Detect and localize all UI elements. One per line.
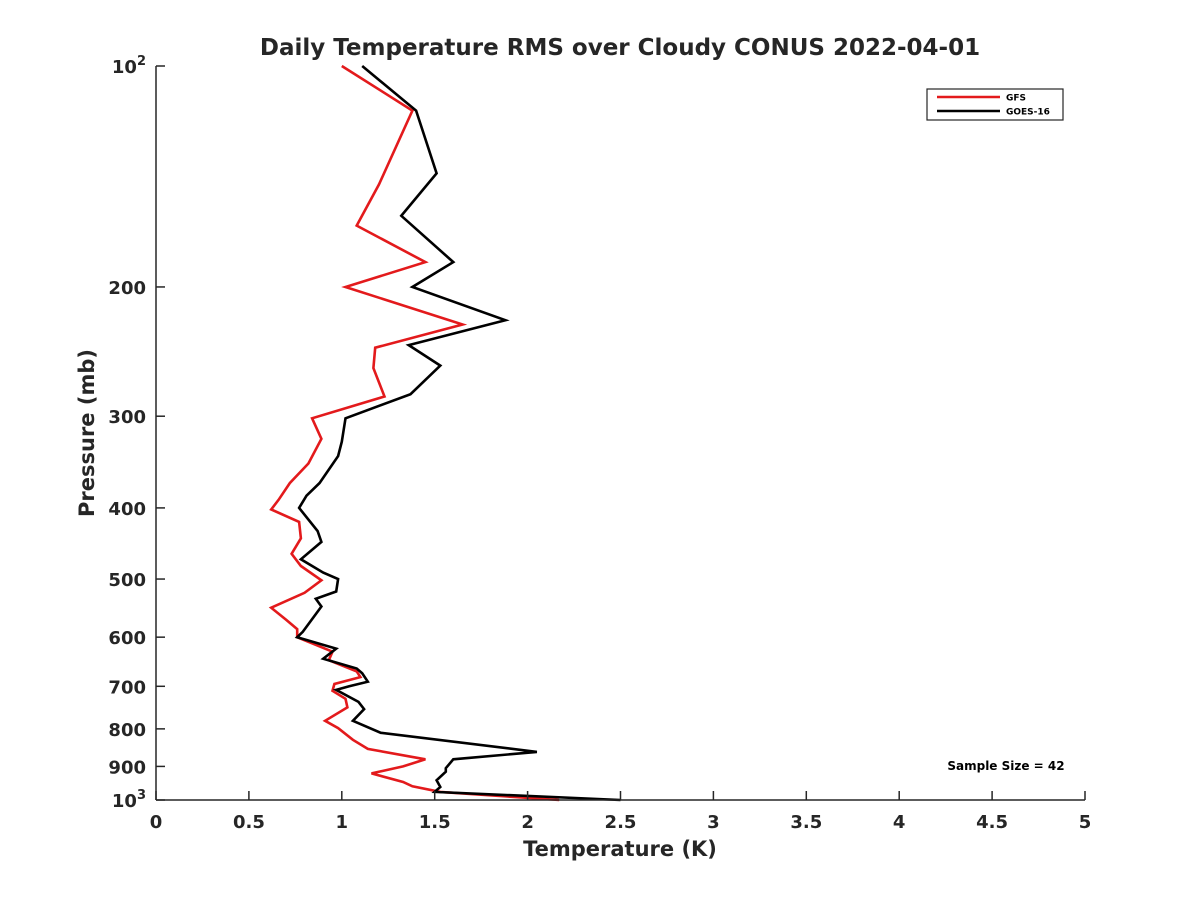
x-tick-label: 4.5	[976, 812, 1008, 833]
y-tick-label: 300	[108, 407, 146, 428]
sample-size-annotation: Sample Size = 42	[947, 759, 1064, 773]
y-tick-label: 900	[108, 757, 146, 778]
x-tick-label: 2	[521, 812, 534, 833]
legend-label-goes-16: GOES-16	[1006, 108, 1050, 118]
y-tick-label: 400	[108, 499, 146, 520]
chart-title: Daily Temperature RMS over Cloudy CONUS …	[260, 35, 980, 61]
y-tick-label: 600	[108, 628, 146, 649]
x-tick-label: 5	[1079, 812, 1092, 833]
y-axis-ticks: 102 200 300 400 500 600 700 800 900 103	[108, 54, 165, 812]
series-line-goes-16	[294, 64, 621, 802]
x-tick-label: 1.5	[419, 812, 451, 833]
x-tick-label: 1	[336, 812, 349, 833]
x-tick-label: 2.5	[605, 812, 637, 833]
x-tick-label: 0	[150, 812, 163, 833]
x-tick-label: 0.5	[233, 812, 265, 833]
series-line-gfs	[268, 64, 560, 802]
legend-box	[926, 88, 1064, 121]
y-tick-label: 700	[108, 677, 146, 698]
y-tick-label: 800	[108, 720, 146, 741]
legend-label-gfs: GFS	[1006, 94, 1026, 104]
y-tick-label: 500	[108, 570, 146, 591]
x-tick-label: 3	[707, 812, 720, 833]
series-layer	[268, 64, 621, 802]
x-tick-label: 4	[893, 812, 906, 833]
x-axis-ticks: 0 0.5 1 1.5 2 2.5 3 3.5 4 4.5 5	[150, 791, 1092, 833]
y-tick-label: 200	[108, 278, 146, 299]
x-axis-label: Temperature (K)	[523, 837, 717, 861]
y-tick-label: 103	[112, 788, 146, 812]
y-tick-label: 102	[112, 54, 146, 78]
x-tick-label: 3.5	[790, 812, 822, 833]
legend: GFS GOES-16	[926, 88, 1064, 121]
y-axis-label: Pressure (mb)	[75, 349, 99, 517]
